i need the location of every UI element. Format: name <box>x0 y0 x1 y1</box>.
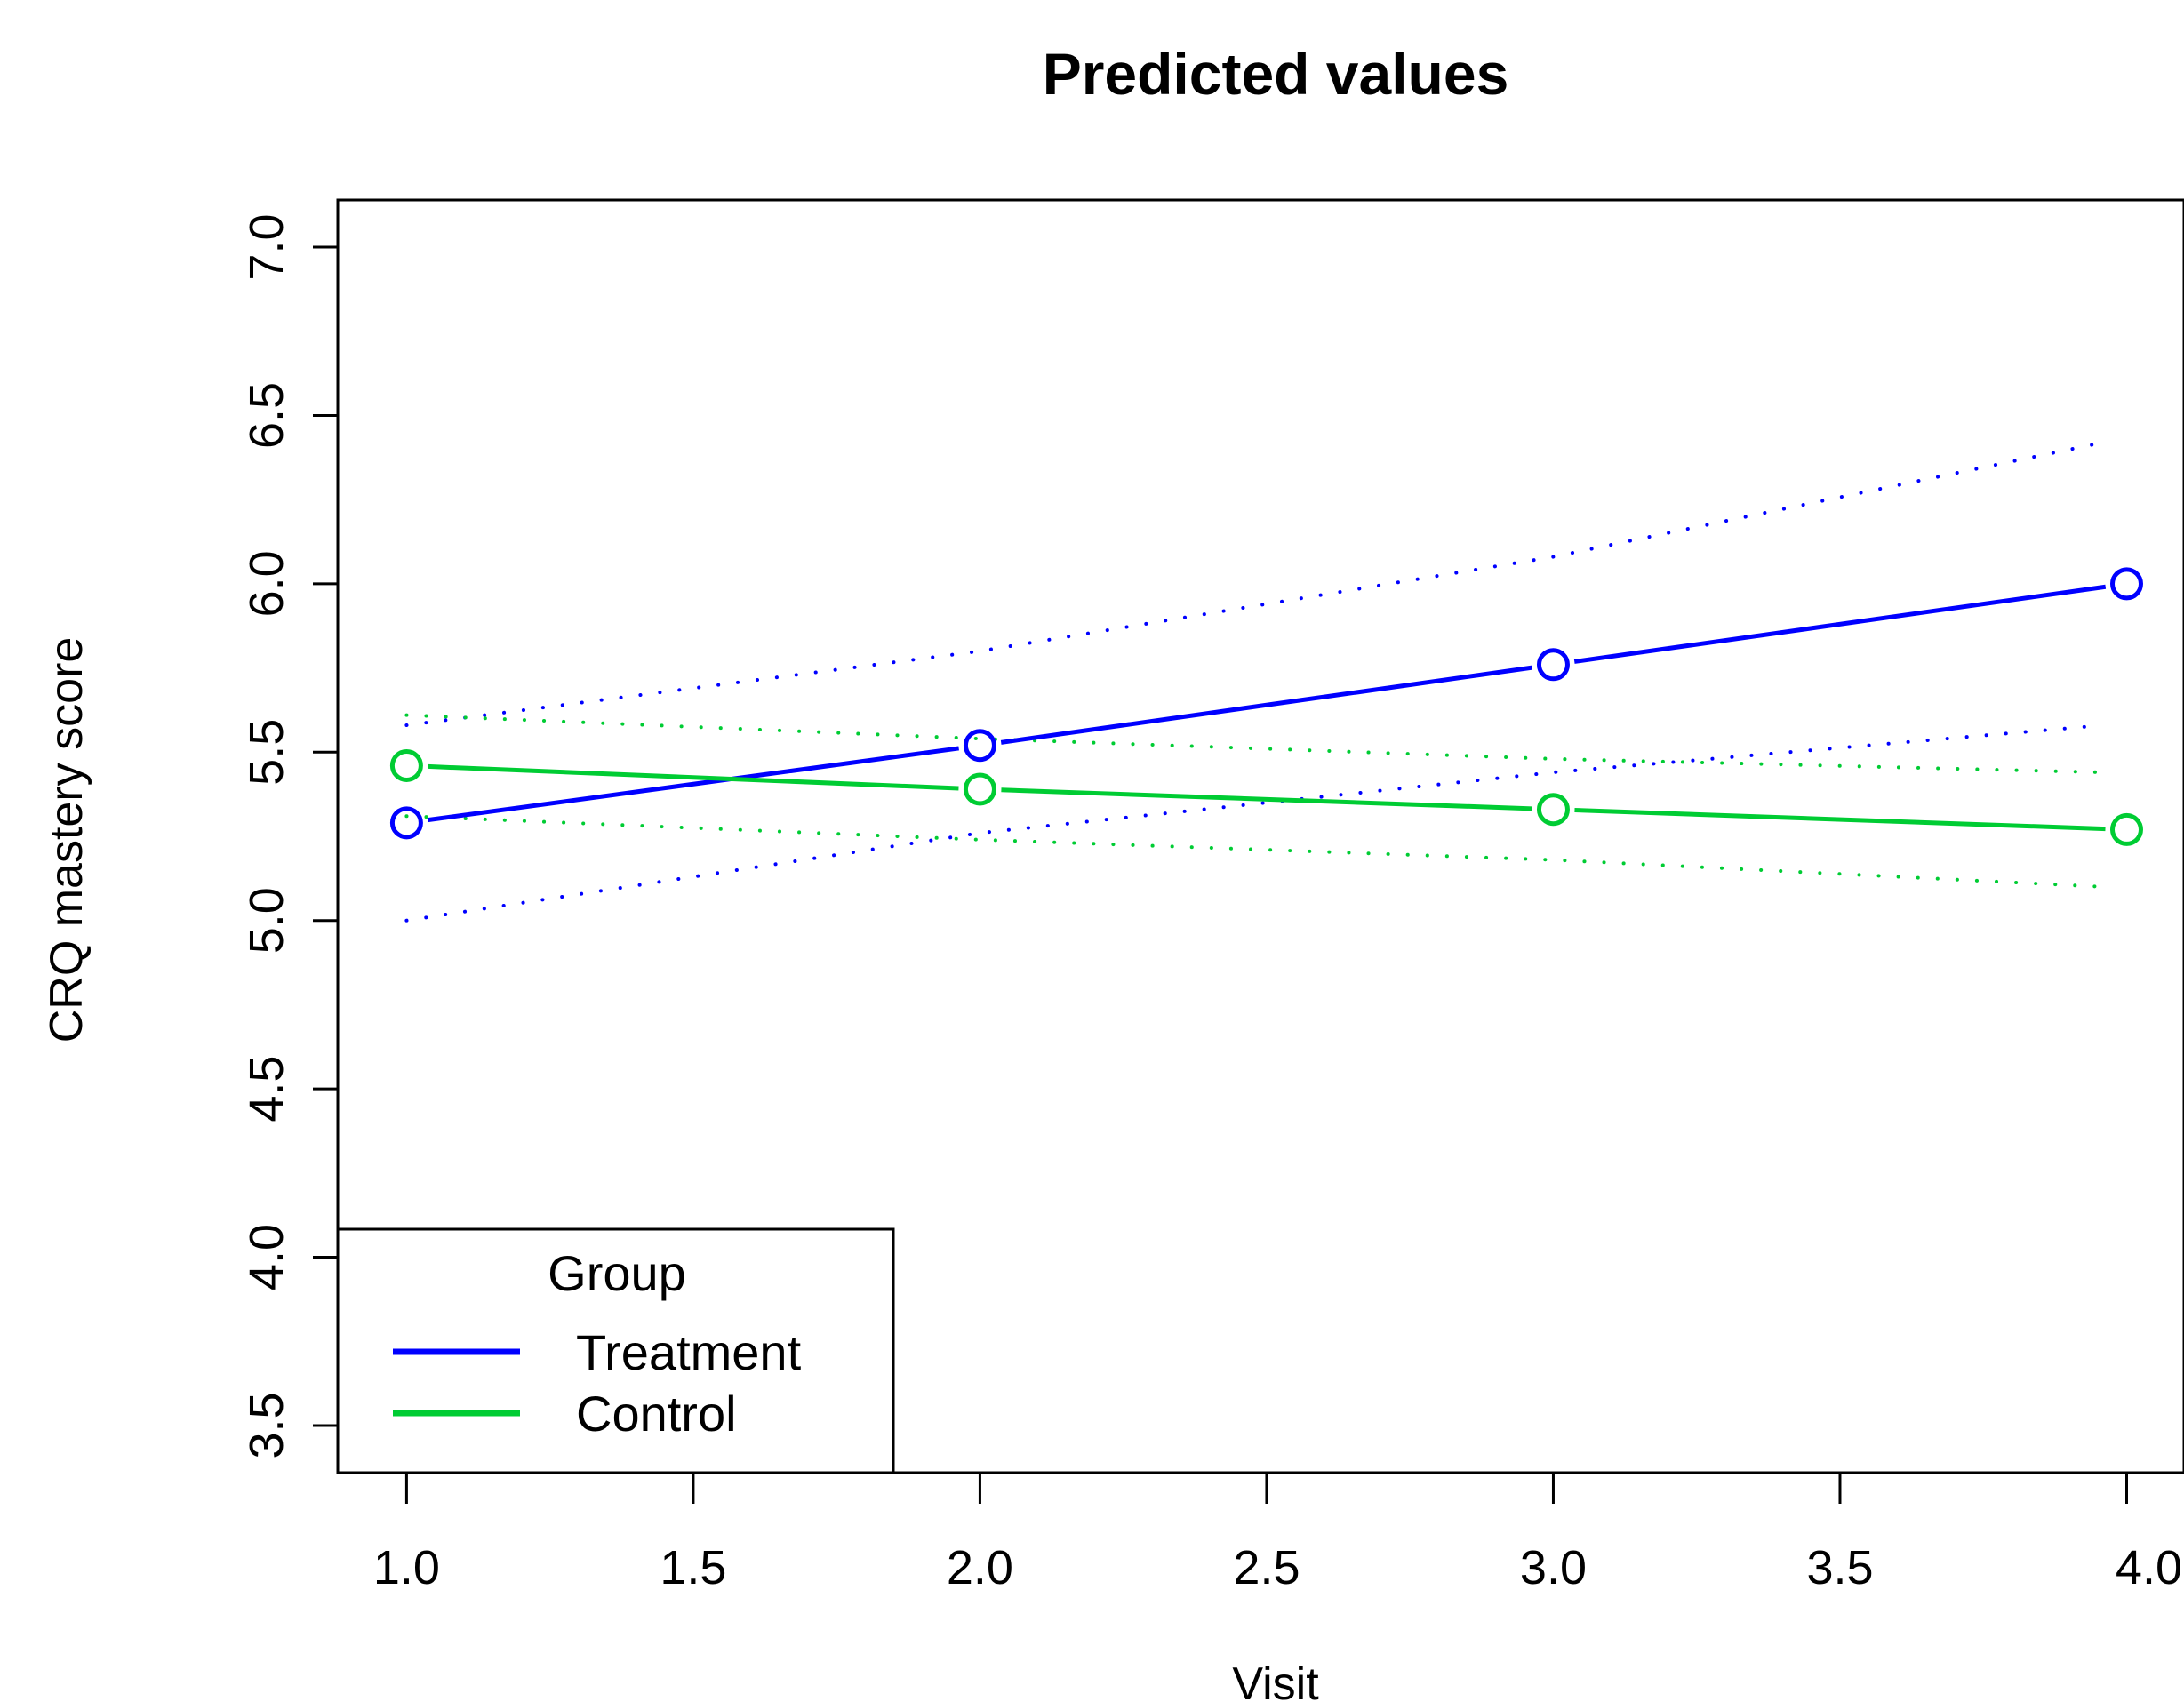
treatment-point <box>963 729 996 763</box>
y-tick-label: 4.5 <box>240 1056 293 1123</box>
treatment-point <box>389 806 423 840</box>
y-axis: 3.5 4.0 4.5 5.0 5.5 6.0 6.5 7.0 <box>240 213 338 1459</box>
plot-area <box>336 198 2184 1474</box>
legend: Group Treatment Control <box>336 1227 895 1474</box>
x-tick-label: 3.0 <box>1520 1541 1587 1594</box>
y-tick-label: 3.5 <box>240 1392 293 1458</box>
control-line-segment <box>428 763 959 791</box>
control-line-segment <box>1574 808 2106 832</box>
control-point <box>389 748 423 782</box>
x-tick-label: 3.5 <box>1806 1541 1873 1594</box>
x-tick-label: 1.0 <box>373 1541 440 1594</box>
confidence-bounds <box>404 440 2106 923</box>
control-point <box>2109 812 2143 846</box>
legend-entry-control: Control <box>576 1386 737 1442</box>
y-tick-label: 6.5 <box>240 382 293 449</box>
y-tick-label: 4.0 <box>240 1224 293 1290</box>
y-axis-label: CRQ mastery score <box>41 637 92 1043</box>
treatment-point <box>2109 567 2143 601</box>
y-tick-label: 5.5 <box>240 719 293 786</box>
y-tick-label: 6.0 <box>240 550 293 617</box>
control-upper-bound <box>404 713 2106 775</box>
control-line-segment <box>1001 787 1532 811</box>
legend-entry-treatment: Treatment <box>576 1324 802 1380</box>
treatment-line-segment <box>427 746 959 823</box>
x-tick-label: 2.5 <box>1233 1541 1300 1594</box>
control-lower-bound <box>404 814 2106 889</box>
series-points <box>389 567 2143 846</box>
treatment-point <box>1536 648 1570 682</box>
x-axis: 1.0 1.5 2.0 2.5 3.0 3.5 4.0 <box>373 1473 2182 1594</box>
series-lines <box>427 584 2107 832</box>
y-tick-label: 7.0 <box>240 213 293 280</box>
x-tick-label: 4.0 <box>2116 1541 2182 1594</box>
x-tick-label: 1.5 <box>660 1541 726 1594</box>
legend-title: Group <box>548 1245 686 1301</box>
treatment-lower-bound <box>404 723 2106 923</box>
x-tick-label: 2.0 <box>947 1541 1013 1594</box>
treatment-upper-bound <box>404 440 2106 727</box>
y-tick-label: 5.0 <box>240 887 293 954</box>
control-point <box>1536 793 1570 827</box>
treatment-line-segment <box>1573 584 2107 664</box>
control-point <box>963 772 996 806</box>
x-axis-label: Visit <box>1232 1658 1319 1702</box>
treatment-line-segment <box>1000 665 1533 745</box>
chart-title: Predicted values <box>1043 41 1509 107</box>
